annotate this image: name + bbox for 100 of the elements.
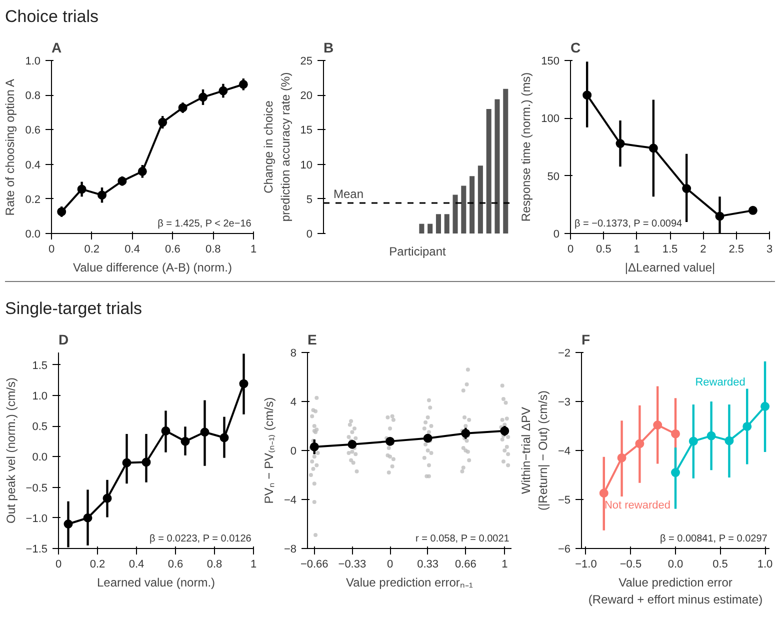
y-tick-label: 150: [541, 56, 560, 68]
x-tick-label: −0.5: [620, 558, 642, 570]
series-label: Not rewarded: [604, 500, 671, 512]
y-tick-label: 0.2: [25, 194, 41, 206]
x-tick-label: 0.4: [124, 244, 140, 256]
x-tick-label: 0.5: [596, 244, 612, 256]
y-tick-label: 15: [300, 124, 313, 137]
y-tick-label: −4: [558, 446, 571, 458]
x-axis-title: Value prediction error (Reward + effort minus estimate): [588, 576, 763, 606]
point: [218, 86, 228, 96]
point: [348, 440, 357, 449]
bar: [428, 224, 433, 234]
y-tick-label: 0: [290, 446, 297, 458]
y-axis-title: Change in choice prediction accuracy rate (%): [261, 72, 292, 222]
point: [617, 453, 626, 462]
point: [616, 139, 625, 148]
annotation: β = 0.0223, P = 0.0126: [150, 534, 252, 544]
y-tick-label: 1.0: [32, 390, 48, 402]
y-tick-label: −5: [558, 494, 571, 506]
ref-line-label: Mean: [334, 187, 364, 202]
chart-title: F: [582, 332, 590, 348]
y-axis-title: Out peak vel (norm.) (cm/s): [4, 377, 18, 524]
x-tick-label: 1: [250, 244, 257, 256]
chart-subtitle: Choice trials: [5, 6, 99, 28]
y-axis-title: PVₙ − PV₍ₙ₋₁₎ (cm/s): [262, 397, 276, 504]
chart-title: C: [570, 40, 581, 56]
x-tick-label: 0.0: [668, 558, 684, 570]
y-tick-label: 1.5: [32, 360, 48, 372]
point: [682, 184, 692, 194]
point: [198, 92, 208, 102]
y-tick-label: 50: [547, 170, 560, 183]
point: [200, 428, 210, 437]
y-tick-label: −1.5: [26, 544, 48, 556]
point: [724, 436, 734, 446]
point: [64, 520, 73, 528]
y-tick-label: 5: [306, 194, 313, 206]
x-tick-label: 0.66: [454, 558, 476, 570]
y-tick-label: 8: [290, 348, 297, 360]
y-tick-label: 0.5: [32, 421, 48, 433]
x-tick-label: 1: [250, 558, 257, 570]
chart-subtitle: Single-target trials: [5, 298, 142, 320]
point: [180, 436, 190, 446]
x-tick-label: −0.66: [300, 558, 328, 570]
bar: [486, 108, 492, 234]
point: [122, 458, 132, 468]
bar: [470, 176, 475, 234]
annotation: β = 0.00841, P = 0.0297: [660, 534, 768, 544]
y-axis-title: Rate of choosing option A: [3, 78, 18, 216]
x-tick-label: 1: [634, 244, 640, 256]
point: [688, 436, 698, 446]
point: [98, 190, 106, 200]
point: [760, 402, 770, 411]
x-tick-label: 0: [386, 558, 394, 570]
x-axis-title: Learned value (norm.): [96, 576, 216, 590]
annotation: β = −0.1373, P = 0.0094: [574, 218, 683, 230]
chart-title: A: [52, 40, 62, 56]
bar: [452, 194, 458, 234]
point: [742, 422, 752, 431]
point: [706, 431, 716, 440]
point: [102, 494, 112, 503]
x-tick-label: 0.33: [417, 558, 439, 570]
x-tick-label: 0.6: [168, 558, 184, 570]
y-tick-label: −1.0: [26, 512, 48, 525]
y-axis-title: Response time (norm.) (ms): [519, 72, 534, 222]
y-tick-label: −6: [558, 544, 571, 556]
bar: [419, 224, 424, 234]
point: [142, 458, 151, 467]
point: [83, 513, 92, 522]
point: [57, 207, 66, 216]
point: [158, 118, 168, 127]
y-tick-label: 0.6: [25, 124, 41, 137]
y-tick-label: −8: [284, 544, 297, 556]
point: [238, 80, 248, 89]
point: [671, 468, 680, 478]
point: [715, 212, 724, 221]
bar: [503, 88, 508, 234]
y-tick-label: 1.0: [25, 56, 41, 68]
point: [582, 90, 592, 100]
x-axis-title: |ΔLearned value|: [624, 260, 716, 274]
x-axis-title: Participant: [389, 244, 447, 258]
y-tick-label: 0.0: [32, 452, 48, 464]
point: [220, 433, 229, 442]
point: [423, 434, 432, 443]
point: [500, 426, 510, 436]
x-tick-label: 1.5: [662, 244, 678, 256]
bar: [478, 166, 483, 234]
x-tick-label: 0.5: [712, 558, 728, 570]
chart-title: E: [308, 332, 317, 348]
y-tick-label: 4: [290, 396, 297, 408]
text: Rewarded: [695, 376, 746, 388]
chart-title: D: [58, 332, 69, 348]
point: [461, 428, 470, 438]
chart-title: B: [324, 40, 334, 56]
bar: [494, 99, 500, 234]
point: [138, 166, 147, 176]
x-tick-label: 0.2: [90, 558, 106, 570]
y-tick-label: 0.8: [25, 90, 41, 102]
x-tick-label: 0.4: [128, 558, 144, 570]
y-tick-label: −4: [284, 494, 297, 506]
x-tick-label: 0: [55, 558, 62, 570]
